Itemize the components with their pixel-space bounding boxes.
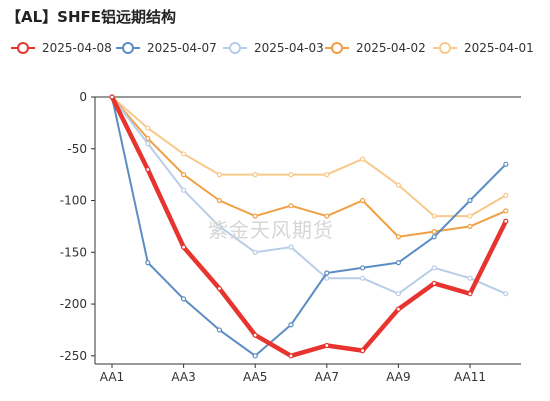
data-point xyxy=(503,218,509,224)
data-point xyxy=(109,94,115,100)
data-point xyxy=(360,156,366,162)
data-point xyxy=(181,151,187,157)
data-point xyxy=(431,213,437,219)
data-point xyxy=(252,353,258,359)
legend-item[interactable]: 2025-04-08 xyxy=(10,38,112,58)
legend-swatch xyxy=(116,42,140,54)
data-point xyxy=(503,208,509,214)
data-point xyxy=(324,172,330,178)
y-tick-label: 0 xyxy=(79,90,87,104)
data-point xyxy=(288,172,294,178)
data-point xyxy=(216,285,222,292)
data-point xyxy=(395,260,401,266)
data-point xyxy=(467,197,473,204)
data-point xyxy=(360,275,366,281)
legend-label: 2025-04-08 xyxy=(42,41,112,55)
data-point xyxy=(145,260,151,266)
y-tick-label: -250 xyxy=(60,349,87,363)
x-tick-label: AA1 xyxy=(100,370,124,384)
y-tick-label: -100 xyxy=(60,194,87,208)
data-point xyxy=(288,244,294,250)
legend-item[interactable]: 2025-04-02 xyxy=(324,38,426,58)
legend-swatch xyxy=(433,42,457,54)
data-point xyxy=(181,187,187,193)
series-line-2025-04-07 xyxy=(111,96,507,357)
data-point xyxy=(324,342,330,349)
data-point xyxy=(216,172,222,178)
legend-swatch xyxy=(11,42,35,54)
legend-label: 2025-04-01 xyxy=(464,41,534,55)
x-tick-label: AA5 xyxy=(243,370,267,384)
legend: 2025-04-08 2025-04-07 2025-04-03 2025-04-02… xyxy=(0,38,550,58)
series-line-2025-04-01 xyxy=(111,96,507,218)
data-point xyxy=(181,244,187,250)
series-line-2025-04-03 xyxy=(111,96,507,295)
data-point xyxy=(216,223,222,230)
data-point xyxy=(395,234,401,240)
data-point xyxy=(252,332,258,338)
data-point xyxy=(181,172,187,178)
data-point xyxy=(431,265,437,271)
data-point xyxy=(431,280,437,286)
data-point xyxy=(145,125,151,131)
series-line-2025-04-08 xyxy=(109,94,509,359)
legend-label: 2025-04-07 xyxy=(147,41,217,55)
x-tick-label: AA7 xyxy=(315,370,339,384)
data-point xyxy=(431,234,437,240)
data-point xyxy=(503,291,509,297)
data-point xyxy=(252,249,258,255)
data-point xyxy=(467,275,473,281)
data-point xyxy=(360,197,366,204)
x-tick-label: AA11 xyxy=(454,370,486,384)
watermark: 紫金天风期货 xyxy=(208,218,334,242)
data-point xyxy=(288,203,294,209)
data-point xyxy=(360,348,366,354)
data-point xyxy=(181,296,187,302)
legend-swatch xyxy=(325,42,349,54)
data-point xyxy=(324,213,330,219)
y-tick-label: -150 xyxy=(60,245,87,259)
data-point xyxy=(288,322,294,328)
data-point xyxy=(324,275,330,281)
data-point xyxy=(252,172,258,178)
x-tick-label: AA3 xyxy=(171,370,195,384)
legend-swatch xyxy=(223,42,247,54)
chart-title: 【AL】SHFE铝远期结构 xyxy=(6,8,177,26)
data-point xyxy=(503,161,509,167)
legend-item[interactable]: 2025-04-01 xyxy=(432,38,534,58)
legend-item[interactable]: 2025-04-07 xyxy=(115,38,217,58)
data-point xyxy=(288,353,294,359)
data-point xyxy=(324,270,330,276)
legend-label: 2025-04-02 xyxy=(356,41,426,55)
data-point xyxy=(503,192,509,198)
data-point xyxy=(145,135,151,142)
data-point xyxy=(395,291,401,297)
data-point xyxy=(252,213,258,219)
legend-label: 2025-04-03 xyxy=(254,41,324,55)
data-point xyxy=(360,265,366,271)
data-point xyxy=(395,306,401,312)
data-point xyxy=(395,182,401,188)
y-tick-label: -50 xyxy=(67,142,87,156)
data-point xyxy=(431,228,437,235)
x-tick-label: AA9 xyxy=(386,370,410,384)
data-point xyxy=(145,166,151,173)
legend-item[interactable]: 2025-04-03 xyxy=(222,38,324,58)
y-tick-label: -200 xyxy=(60,297,87,311)
data-point xyxy=(216,197,222,204)
data-point xyxy=(467,291,473,297)
data-point xyxy=(216,327,222,333)
data-point xyxy=(467,223,473,230)
data-point xyxy=(467,213,473,219)
data-point xyxy=(145,140,151,147)
